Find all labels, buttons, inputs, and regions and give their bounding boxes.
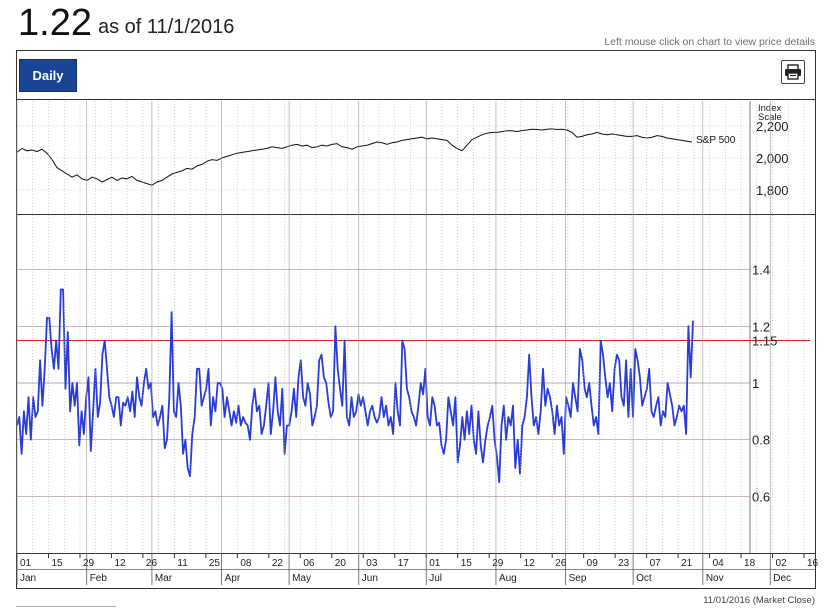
x-tick-label: 03: [366, 558, 378, 569]
main-tick-label: 0.8: [752, 433, 770, 448]
x-tick-label: 26: [555, 558, 567, 569]
x-tick-label: 02: [776, 558, 788, 569]
month-label: May: [292, 573, 311, 584]
month-label: Aug: [499, 573, 517, 584]
chart-hint: Left mouse click on chart to view price …: [604, 36, 815, 48]
index-axis-title: Scale: [758, 112, 782, 123]
as-of-date: as of 11/1/2016: [98, 16, 235, 38]
month-label: Mar: [155, 573, 173, 584]
x-tick-label: 21: [681, 558, 693, 569]
month-label: Jan: [20, 573, 36, 584]
indicator-line: [16, 288, 694, 484]
footer-divider: [16, 606, 116, 607]
indicator-value: 1.22: [18, 2, 92, 44]
x-tick-label: 07: [650, 558, 662, 569]
x-tick-label: 16: [807, 558, 819, 569]
index-axis-title: Index: [758, 103, 781, 114]
month-label: Sep: [569, 573, 587, 584]
month-label: Dec: [773, 573, 791, 584]
x-tick-label: 12: [524, 558, 536, 569]
x-tick-label: 18: [744, 558, 756, 569]
x-tick-label: 11: [177, 558, 188, 569]
main-tick-label: 1: [752, 376, 759, 391]
chart-frame: Daily: [16, 50, 816, 589]
main-tick-label: 1.2: [752, 319, 770, 334]
indicator-panel: 0.6 0.8 1 1.2 1.4 1.15: [16, 215, 810, 553]
daily-button[interactable]: Daily: [19, 59, 77, 92]
chart-toolbar: Daily: [17, 51, 815, 100]
month-label: Jul: [429, 573, 442, 584]
x-tick-label: 22: [272, 558, 284, 569]
x-tick-label: 20: [335, 558, 347, 569]
sp500-label: S&P 500: [696, 135, 736, 146]
main-tick-label: 0.6: [752, 489, 770, 504]
month-label: Oct: [636, 573, 652, 584]
month-label: Nov: [706, 573, 724, 584]
x-tick-label: 06: [303, 558, 315, 569]
printer-icon: [785, 64, 801, 80]
x-axis: 01 15 29 12 26 11 25 08 22 06 20 03 17 01 15 29 12 26 09 23…: [16, 101, 819, 585]
market-close-date: 11/01/2016 (Market Close): [703, 595, 815, 606]
x-tick-label: 17: [398, 558, 410, 569]
month-label: Jun: [362, 573, 378, 584]
sp500-line: [16, 128, 693, 186]
x-tick-label: 12: [114, 558, 126, 569]
x-tick-label: 15: [461, 558, 473, 569]
month-label: Apr: [225, 573, 241, 584]
x-tick-label: 08: [240, 558, 252, 569]
x-tick-label: 23: [618, 558, 630, 569]
x-tick-label: 29: [492, 558, 504, 569]
x-tick-label: 01: [20, 558, 32, 569]
x-tick-label: 09: [587, 558, 599, 569]
x-tick-label: 25: [209, 558, 221, 569]
x-tick-label: 01: [429, 558, 441, 569]
index-tick-label: 2,200: [756, 119, 789, 134]
x-tick-label: 29: [83, 558, 95, 569]
month-label: Feb: [90, 573, 108, 584]
main-tick-label: 1.4: [752, 263, 770, 278]
print-button[interactable]: [781, 60, 805, 84]
x-tick-label: 04: [713, 558, 725, 569]
x-tick-label: 15: [51, 558, 63, 569]
index-tick-label: 1,800: [756, 183, 789, 198]
threshold-label: 1.15: [752, 334, 777, 349]
